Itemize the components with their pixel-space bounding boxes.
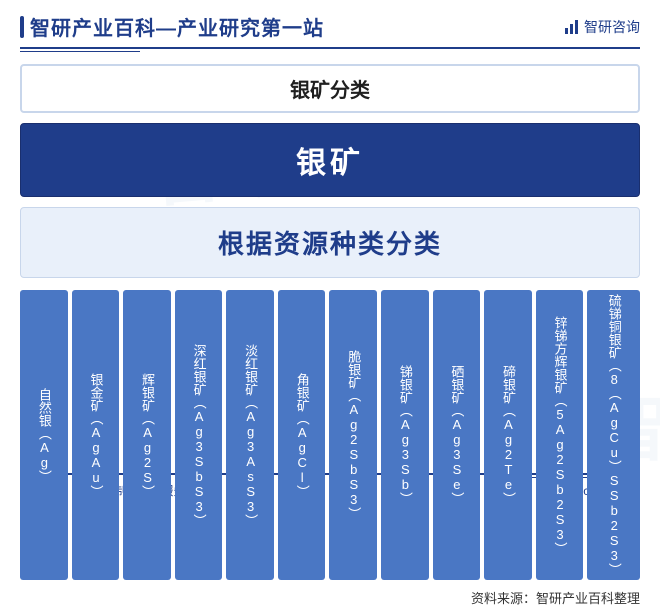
leaf-label: 锑银矿（Ag3Sb）	[397, 365, 413, 505]
brand-text: 智研咨询	[584, 17, 640, 37]
brand: 智研咨询	[564, 17, 640, 37]
header-rule	[20, 47, 640, 49]
leaf-label: 深红银矿（Ag3SbS3）	[190, 344, 206, 527]
leaf-label: 锌锑方辉银矿（5Ag2Sb2S3）	[551, 316, 567, 555]
leaf-label: 脆银矿（Ag2SbS3）	[345, 350, 361, 520]
leaf-cell: 深红银矿（Ag3SbS3）	[175, 290, 223, 580]
leaf-cell: 银金矿（AgAu）	[72, 290, 120, 580]
leaf-cell: 锑银矿（Ag3Sb）	[381, 290, 429, 580]
header: 智研产业百科—产业研究第一站 智研咨询	[0, 0, 660, 47]
leaf-label: 辉银矿（Ag2S）	[139, 373, 155, 498]
header-rule-short	[20, 51, 140, 52]
leaf-cell: 角银矿（AgCl）	[278, 290, 326, 580]
leaf-label: 硫锑铜银矿（8（AgCu）SSb2S3）	[605, 294, 621, 576]
title-accent-bar	[20, 16, 24, 38]
section-title: 银矿分类	[20, 64, 640, 113]
title-wrap: 智研产业百科—产业研究第一站	[20, 12, 324, 41]
leaf-cell: 辉银矿（Ag2S）	[123, 290, 171, 580]
leaf-cell: 锌锑方辉银矿（5Ag2Sb2S3）	[536, 290, 584, 580]
leaf-grid: 自然银（Ag） 银金矿（AgAu） 辉银矿（Ag2S） 深红银矿（Ag3SbS3…	[20, 290, 640, 580]
content: 银矿分类 银矿 根据资源种类分类 自然银（Ag） 银金矿（AgAu） 辉银矿（A…	[0, 64, 660, 580]
criteria-node: 根据资源种类分类	[20, 207, 640, 278]
leaf-cell: 碲银矿（Ag2Te）	[484, 290, 532, 580]
leaf-label: 淡红银矿（Ag3AsS3）	[242, 344, 258, 527]
leaf-label: 碲银矿（Ag2Te）	[500, 365, 516, 505]
page-title: 智研产业百科—产业研究第一站	[30, 12, 324, 41]
leaf-cell: 淡红银矿（Ag3AsS3）	[226, 290, 274, 580]
source-line: 资料来源：智研产业百科整理	[0, 580, 660, 607]
brand-icon	[564, 19, 580, 35]
leaf-label: 自然银（Ag）	[36, 388, 52, 483]
leaf-label: 硒银矿（Ag3Se）	[448, 365, 464, 505]
leaf-cell: 自然银（Ag）	[20, 290, 68, 580]
root-node: 银矿	[20, 123, 640, 197]
leaf-label: 银金矿（AgAu）	[87, 373, 103, 498]
leaf-label: 角银矿（AgCl）	[293, 373, 309, 498]
leaf-cell: 脆银矿（Ag2SbS3）	[329, 290, 377, 580]
leaf-cell: 硒银矿（Ag3Se）	[433, 290, 481, 580]
leaf-cell: 硫锑铜银矿（8（AgCu）SSb2S3）	[587, 290, 640, 580]
